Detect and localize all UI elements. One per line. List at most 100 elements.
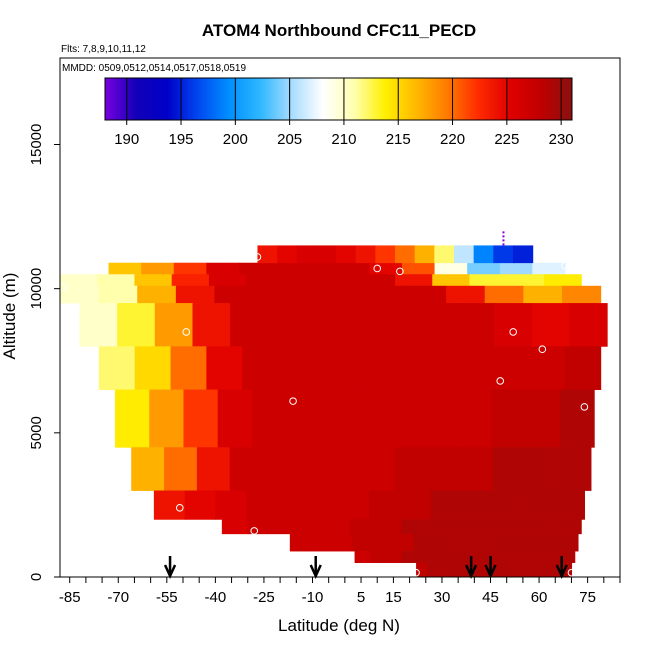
sample-point bbox=[373, 264, 382, 273]
heatmap-cell bbox=[354, 551, 371, 563]
x-tick-label: 15 bbox=[385, 589, 402, 606]
heatmap-cell bbox=[511, 551, 529, 563]
latitude-arrow-head bbox=[309, 564, 322, 580]
heatmap-cell bbox=[214, 285, 254, 304]
colorbar-tick-label: 220 bbox=[440, 131, 465, 148]
heatmap-cell bbox=[480, 551, 497, 563]
x-tick-label: -85 bbox=[59, 589, 81, 606]
heatmap-cell bbox=[141, 262, 175, 275]
heatmap-cell-top bbox=[493, 245, 514, 264]
heatmap-cell bbox=[286, 389, 321, 448]
heatmap-cell bbox=[134, 346, 172, 390]
heatmap-cell bbox=[307, 490, 339, 520]
latitude-arrows bbox=[163, 556, 568, 580]
heatmap-cell bbox=[98, 285, 138, 304]
x-tick-label: -40 bbox=[205, 589, 227, 606]
heatmap-cell bbox=[401, 262, 436, 275]
heatmap-cell bbox=[320, 389, 356, 448]
heatmap-cell bbox=[467, 262, 501, 275]
heatmap-cell bbox=[215, 490, 247, 520]
heatmap-cell bbox=[115, 389, 150, 448]
heatmap-cell bbox=[246, 490, 278, 520]
heatmap-cell bbox=[289, 533, 312, 552]
plot-area: MMDD: 0509,0512,0514,0517,0518,0519 bbox=[59, 57, 621, 580]
heatmap-cell bbox=[493, 562, 506, 578]
heatmap-cell bbox=[493, 346, 530, 390]
heatmap-cell bbox=[369, 262, 403, 275]
colorbar-tick-label: 195 bbox=[169, 131, 194, 148]
heatmap-cell bbox=[504, 562, 517, 578]
heatmap-cell bbox=[416, 562, 428, 578]
colorbar-gradient bbox=[104, 77, 573, 121]
heatmap-cell-top bbox=[316, 245, 337, 264]
heatmap-cell-top bbox=[277, 245, 298, 264]
heatmap-cell bbox=[421, 346, 458, 390]
heatmap-cell bbox=[350, 519, 377, 535]
heatmap-cell bbox=[171, 274, 210, 287]
heatmap-cell bbox=[549, 562, 561, 578]
heatmap-cell bbox=[278, 346, 315, 390]
heatmap-cell bbox=[330, 533, 353, 552]
heatmap-cell bbox=[432, 274, 471, 287]
heatmap-cell bbox=[324, 519, 351, 535]
heatmap-cell bbox=[475, 533, 497, 552]
heatmap-cell bbox=[79, 303, 118, 347]
heatmap-cell bbox=[561, 285, 602, 304]
heatmap-cell bbox=[427, 562, 439, 578]
heatmap-cell bbox=[523, 285, 563, 304]
heatmap-field bbox=[60, 231, 608, 578]
colorbar-ticks: 190 195 200 205 210 215 220 225 230 bbox=[114, 78, 574, 148]
heatmap-cell bbox=[543, 274, 582, 287]
heatmap-cell bbox=[361, 447, 395, 491]
heatmap-cell bbox=[134, 274, 173, 287]
heatmap-cell bbox=[569, 303, 608, 347]
heatmap-cell bbox=[515, 562, 528, 578]
heatmap-cell-top bbox=[296, 245, 318, 264]
heatmap-cell bbox=[531, 303, 570, 347]
heatmap-cell bbox=[370, 551, 387, 563]
heatmap-cell bbox=[351, 533, 373, 552]
heatmap-cell bbox=[229, 447, 264, 491]
x-tick-label: -10 bbox=[302, 589, 324, 606]
sample-point bbox=[580, 403, 589, 411]
heatmap-cell bbox=[484, 285, 524, 304]
y-tick-label: 5000 bbox=[28, 416, 45, 449]
sample-markers bbox=[59, 253, 621, 577]
heatmap-cell bbox=[310, 533, 332, 552]
heatmap-cell bbox=[164, 447, 198, 491]
heatmap-cell bbox=[354, 389, 390, 448]
heatmap-cell bbox=[448, 551, 466, 563]
heatmap-cell bbox=[560, 562, 573, 578]
heatmap-cell bbox=[461, 490, 493, 520]
x-tick-label: 5 bbox=[357, 589, 365, 606]
heatmap-cell bbox=[413, 533, 435, 552]
sample-point bbox=[182, 328, 191, 336]
heatmap-cell-top bbox=[355, 245, 376, 264]
heatmap-cell-top bbox=[257, 245, 278, 264]
heatmap-cell bbox=[427, 519, 454, 535]
latitude-arrow-head bbox=[464, 564, 478, 580]
heatmap-cell bbox=[407, 285, 447, 304]
heatmap-cell bbox=[336, 262, 370, 275]
sample-point bbox=[567, 568, 576, 577]
heatmap-cell bbox=[320, 274, 359, 287]
dates-annotation: MMDD: 0509,0512,0514,0517,0518,0519 bbox=[62, 63, 246, 74]
sample-point bbox=[412, 568, 420, 577]
heatmap-cell bbox=[385, 346, 422, 390]
sample-point bbox=[538, 345, 547, 354]
heatmap-cell bbox=[536, 533, 558, 552]
heatmap-cell bbox=[493, 303, 533, 347]
heatmap-cell bbox=[217, 389, 253, 448]
heatmap-cell bbox=[276, 490, 309, 520]
x-tick-label: 60 bbox=[531, 589, 548, 606]
heatmap-cell bbox=[175, 285, 216, 304]
heatmap-cell bbox=[449, 562, 462, 578]
sample-point bbox=[72, 305, 80, 313]
colorbar-tick-label: 210 bbox=[331, 131, 356, 148]
heatmap-cell-top bbox=[473, 245, 494, 264]
colorbar-tick-label: 225 bbox=[494, 131, 519, 148]
heatmap-cell bbox=[543, 551, 560, 563]
heatmap-cell bbox=[457, 389, 493, 448]
heatmap-cell bbox=[492, 447, 526, 491]
